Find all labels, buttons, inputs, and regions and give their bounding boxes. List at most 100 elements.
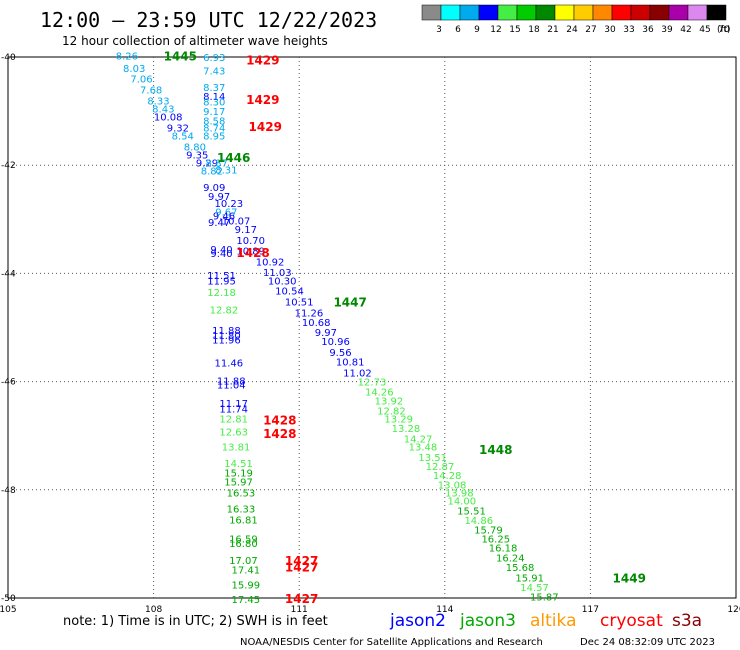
swh-label: 11.51 xyxy=(207,271,236,282)
legend-swatch xyxy=(535,4,556,21)
legend-label: 21 xyxy=(547,25,558,35)
legend-swatch xyxy=(497,4,518,21)
swh-label: 10.30 xyxy=(268,276,297,287)
swh-label: 14.00 xyxy=(447,497,476,508)
swh-label: 16.81 xyxy=(229,516,258,527)
swh-label: 13.48 xyxy=(409,443,438,454)
legend-label: 9 xyxy=(474,25,480,35)
legend-swatch xyxy=(573,4,594,21)
swh-label: 10.89 xyxy=(236,247,265,258)
swh-label: 8.30 xyxy=(203,97,225,108)
swh-label: 10.08 xyxy=(154,113,183,124)
y-axis: -40 -42 -44 -46 -48 -50 xyxy=(1,53,16,604)
pass-time-label: 1448 xyxy=(479,443,512,457)
pass-time-label: 1428 xyxy=(263,427,296,441)
legend-swatch xyxy=(630,4,651,21)
swh-label: 9.67 xyxy=(215,208,237,219)
swh-label: 9.17 xyxy=(203,107,225,118)
chart-subtitle: 12 hour collection of altimeter wave hei… xyxy=(62,34,328,48)
swh-label: 12.82 xyxy=(377,406,406,417)
swh-label: 9.17 xyxy=(235,225,257,236)
swh-label: 8.31 xyxy=(215,166,237,177)
legend-label: 39 xyxy=(661,25,673,35)
swh-label: 11.74 xyxy=(219,405,248,416)
y-tick-label: -46 xyxy=(1,378,16,388)
swh-label: 11.17 xyxy=(219,399,248,410)
chart-title: 12:00 – 23:59 UTC 12/22/2023 xyxy=(40,8,377,32)
x-axis: 105 108 111 114 117 120 xyxy=(0,605,740,615)
swh-label: 9.97 xyxy=(208,192,230,203)
legend-label: 12 xyxy=(490,25,501,35)
swh-label: 17.07 xyxy=(229,556,258,567)
swh-label: 14.28 xyxy=(433,471,462,482)
swh-label: 15.19 xyxy=(224,468,253,479)
satellite-label: jason2 xyxy=(389,611,446,631)
legend-label: 45 xyxy=(699,25,710,35)
swh-label: 16.53 xyxy=(227,489,256,500)
swh-label: 10.68 xyxy=(302,318,331,329)
satellite-label: s3a xyxy=(672,611,702,631)
color-legend: 3 6 9 12 15 18 21 24 27 30 33 36 39 42 45 70(ft) xyxy=(421,4,731,35)
swh-label: 10.23 xyxy=(215,199,244,210)
y-tick-label: -40 xyxy=(1,53,16,63)
swh-label: 13.08 xyxy=(438,480,467,491)
legend-label: 70 xyxy=(718,25,730,35)
swh-label: 8.80 xyxy=(184,142,206,153)
swh-label: 16.25 xyxy=(481,534,510,545)
legend-swatch xyxy=(421,4,442,21)
swh-label: 13.92 xyxy=(375,397,404,408)
legend-label: 6 xyxy=(455,25,461,35)
swh-label: 12.18 xyxy=(207,288,236,299)
swh-label: 11.96 xyxy=(212,335,241,346)
swh-label: 9.46 xyxy=(213,212,235,223)
x-tick-label: 108 xyxy=(145,605,162,615)
swh-label: 9.32 xyxy=(167,123,189,134)
pass-time-label: 1429 xyxy=(249,120,282,134)
swh-label: 17.45 xyxy=(231,595,260,606)
swh-label: 8.37 xyxy=(203,83,225,94)
legend-label: 27 xyxy=(585,25,596,35)
legend-label: 24 xyxy=(566,25,578,35)
pass-time-label: 1429 xyxy=(246,54,279,68)
pass-time-label: 1427 xyxy=(285,592,318,606)
legend-label: 33 xyxy=(623,25,634,35)
swh-label: 16.24 xyxy=(496,553,525,564)
swh-label: 12.63 xyxy=(219,427,248,438)
swh-label: 11.46 xyxy=(215,359,244,370)
swh-label: 6.93 xyxy=(203,53,225,64)
swh-label: 8.95 xyxy=(203,131,225,142)
swh-label: 16.59 xyxy=(229,534,258,545)
swh-label: 15.87 xyxy=(530,592,559,603)
legend-label: 30 xyxy=(604,25,616,35)
swh-label: 9.97 xyxy=(315,328,337,339)
y-tick-label: -50 xyxy=(1,594,16,604)
swh-label: 9.40 xyxy=(210,245,232,256)
pass-time-label: 1427 xyxy=(285,554,318,568)
pass-time-label: 1428 xyxy=(263,413,296,427)
swh-label: 8.82 xyxy=(201,167,223,178)
swh-label: 10.07 xyxy=(222,216,251,227)
swh-label: 8.87 xyxy=(206,158,228,169)
swh-label: 9.40 xyxy=(210,249,232,260)
swh-label: 10.92 xyxy=(256,257,285,268)
legend-swatch xyxy=(478,4,499,21)
swh-label: 11.03 xyxy=(263,268,292,279)
swh-label: 11.04 xyxy=(217,380,246,391)
swh-label: 8.43 xyxy=(152,104,174,115)
swh-label: 9.09 xyxy=(203,183,225,194)
swh-labels: 8.268.037.067.688.338.4310.089.328.548.8… xyxy=(116,51,559,606)
legend-swatch xyxy=(440,4,461,21)
legend-swatch xyxy=(649,4,670,21)
pass-time-label: 1429 xyxy=(246,93,279,107)
swh-label: 8.03 xyxy=(123,64,145,75)
swh-label: 8.14 xyxy=(203,92,225,103)
swh-label: 8.58 xyxy=(203,116,225,127)
credit-text: NOAA/NESDIS Center for Satellite Applica… xyxy=(240,637,543,648)
swh-label: 12.81 xyxy=(219,414,248,425)
y-tick-label: -42 xyxy=(1,161,16,171)
swh-label: 11.02 xyxy=(343,368,372,379)
swh-label: 11.95 xyxy=(207,276,236,287)
swh-label: 14.26 xyxy=(365,387,394,398)
